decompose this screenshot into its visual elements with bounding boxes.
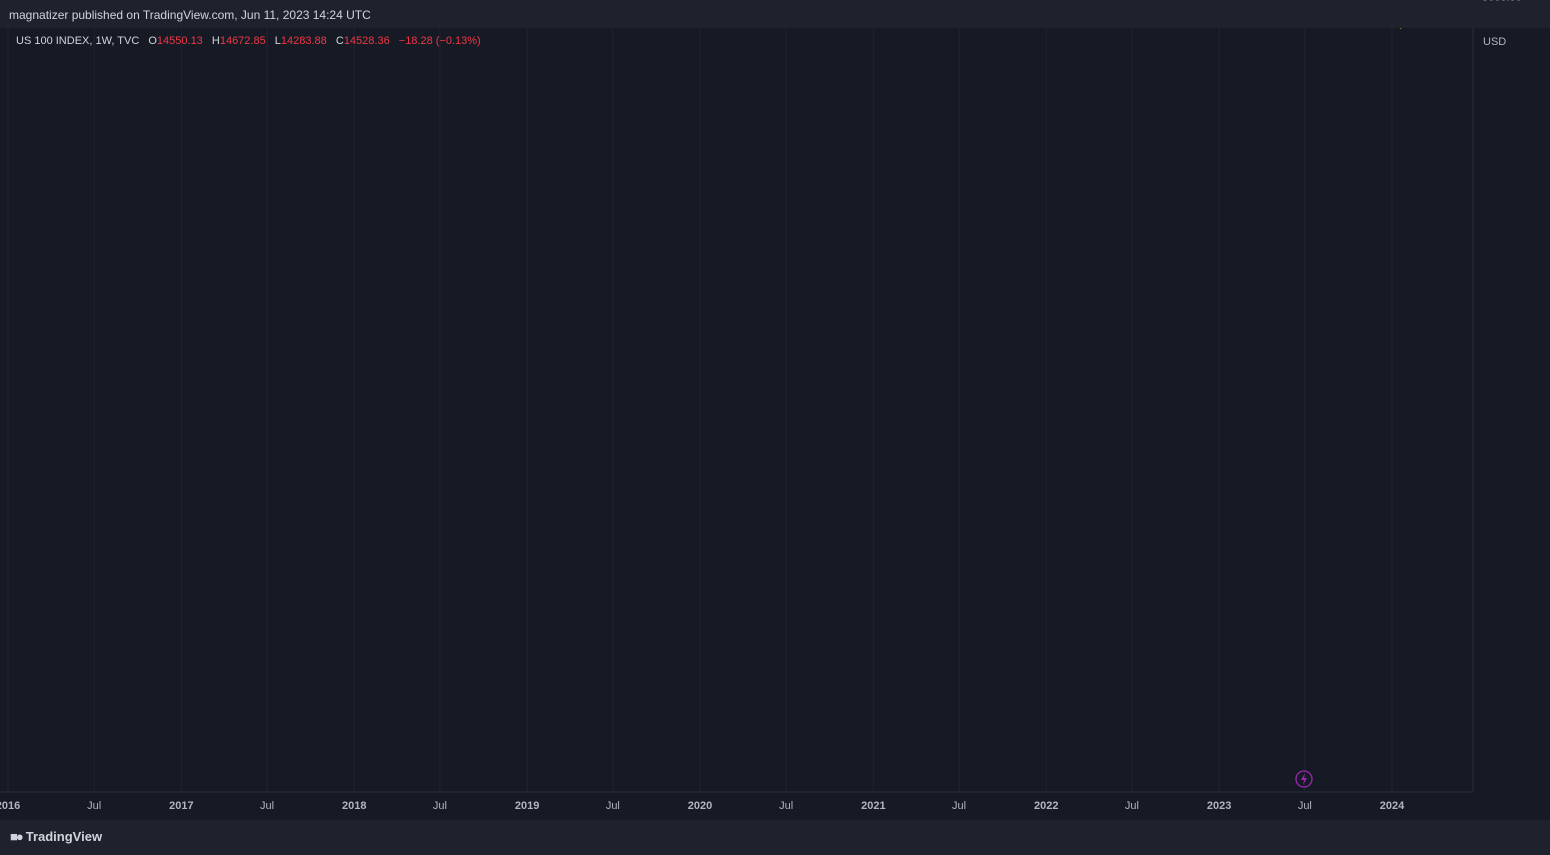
chart-grid <box>7 28 1393 792</box>
tradingview-logo-icon: ■● <box>10 829 24 844</box>
misc-layer <box>0 28 1474 793</box>
high-key: H <box>211 35 220 47</box>
time-axis: 2016 Jul 2017 Jul 2018 Jul 2019 Jul 2020 Jul 2021 J… <box>0 800 1405 812</box>
symbol-legend: US 100 INDEX, 1W, TVC O14550.13 H14672.8… <box>16 35 487 47</box>
symbol-label[interactable]: US 100 INDEX, 1W, TVC <box>16 35 140 47</box>
chart-area[interactable] <box>0 28 1550 820</box>
time-tick-label: 2016 <box>0 800 20 812</box>
price-axis: USD17000.0016000.0014000.0012000.0011000… <box>1482 0 1522 48</box>
tradingview-brand[interactable]: ■● TradingView <box>10 829 102 844</box>
trend-line <box>1400 28 1402 29</box>
low-value: 14283.88 <box>280 35 327 47</box>
footer-bar <box>0 820 1550 855</box>
time-tick-label: Jul <box>779 800 793 812</box>
time-tick-label: 2024 <box>1380 800 1405 812</box>
change-value: −18.28 (−0.13%) <box>398 35 481 47</box>
time-tick-label: 2018 <box>342 800 366 812</box>
time-tick-label: 2017 <box>169 800 193 812</box>
lightning-icon[interactable] <box>1295 770 1313 788</box>
time-tick-label: Jul <box>952 800 966 812</box>
time-tick-label: 2020 <box>688 800 712 812</box>
publish-header: magnatizer published on TradingView.com,… <box>0 0 1550 28</box>
time-tick-label: Jul <box>1298 800 1312 812</box>
open-value: 14550.13 <box>156 35 203 47</box>
time-tick-label: Jul <box>260 800 274 812</box>
time-tick-label: 2021 <box>861 800 885 812</box>
high-value: 14672.85 <box>219 35 266 47</box>
time-tick-label: Jul <box>606 800 620 812</box>
time-tick-label: 2019 <box>515 800 539 812</box>
open-key: O <box>148 35 157 47</box>
time-tick-label: Jul <box>1125 800 1139 812</box>
currency-label: USD <box>1483 36 1506 48</box>
low-key: L <box>274 35 281 47</box>
drawing-layer <box>1400 28 1402 29</box>
close-key: C <box>335 35 344 47</box>
time-tick-label: 2023 <box>1207 800 1231 812</box>
brand-label: TradingView <box>25 829 103 844</box>
time-tick-label: Jul <box>87 800 101 812</box>
close-value: 14528.36 <box>343 35 390 47</box>
time-tick-label: 2022 <box>1034 800 1058 812</box>
price-tick-label: 3000.00 <box>1482 0 1522 3</box>
publisher-text: magnatizer published on TradingView.com,… <box>9 8 371 22</box>
time-tick-label: Jul <box>433 800 447 812</box>
